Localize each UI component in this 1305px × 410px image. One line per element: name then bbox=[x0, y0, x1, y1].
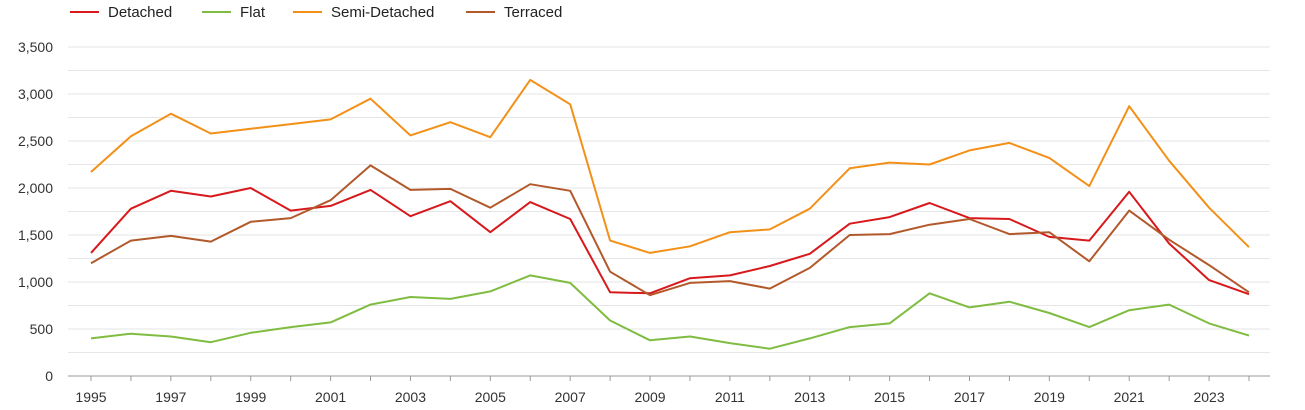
y-tick-label: 2,000 bbox=[18, 180, 53, 196]
x-tick-label: 2013 bbox=[794, 389, 825, 405]
series-line-terraced bbox=[90, 164, 1250, 297]
x-tick-label: 2007 bbox=[555, 389, 586, 405]
y-tick-label: 500 bbox=[30, 321, 54, 337]
series-line-flat bbox=[90, 274, 1250, 350]
y-tick-label: 2,500 bbox=[18, 133, 53, 149]
x-tick-label: 2015 bbox=[874, 389, 905, 405]
x-axis-ticks: 1995 1997 1999 2001 2003 2005 2007 2009 2011 2013… bbox=[75, 376, 1250, 405]
series-line-semi-detached bbox=[90, 78, 1250, 254]
y-tick-label: 1,000 bbox=[18, 274, 53, 290]
y-tick-label: 1,500 bbox=[18, 227, 53, 243]
legend-label: Detached bbox=[108, 4, 172, 21]
x-tick-label: 1997 bbox=[155, 389, 186, 405]
x-tick-label: 2001 bbox=[315, 389, 346, 405]
x-tick-label: 2019 bbox=[1034, 389, 1065, 405]
x-tick-label: 2017 bbox=[954, 389, 985, 405]
y-tick-label: 0 bbox=[45, 368, 53, 384]
legend-label: Terraced bbox=[504, 4, 562, 21]
y-tick-label: 3,500 bbox=[18, 39, 53, 55]
series-line-detached bbox=[90, 187, 1250, 296]
x-tick-label: 2011 bbox=[715, 389, 745, 405]
x-tick-label: 1999 bbox=[235, 389, 266, 405]
x-tick-label: 1995 bbox=[75, 389, 106, 405]
series-lines bbox=[90, 78, 1250, 350]
x-tick-label: 2005 bbox=[475, 389, 506, 405]
y-axis-ticks: 0 500 1,000 1,500 2,000 2,500 3,000 3,500 bbox=[18, 39, 53, 384]
legend: Detached Flat Semi-Detached Terraced bbox=[70, 4, 562, 21]
legend-label: Flat bbox=[240, 4, 266, 21]
x-tick-label: 2021 bbox=[1114, 389, 1145, 405]
x-tick-label: 2009 bbox=[634, 389, 665, 405]
x-tick-label: 2023 bbox=[1193, 389, 1224, 405]
y-tick-label: 3,000 bbox=[18, 86, 53, 102]
gridlines bbox=[68, 46, 1270, 353]
x-tick-label: 2003 bbox=[395, 389, 426, 405]
legend-label: Semi-Detached bbox=[331, 4, 434, 21]
